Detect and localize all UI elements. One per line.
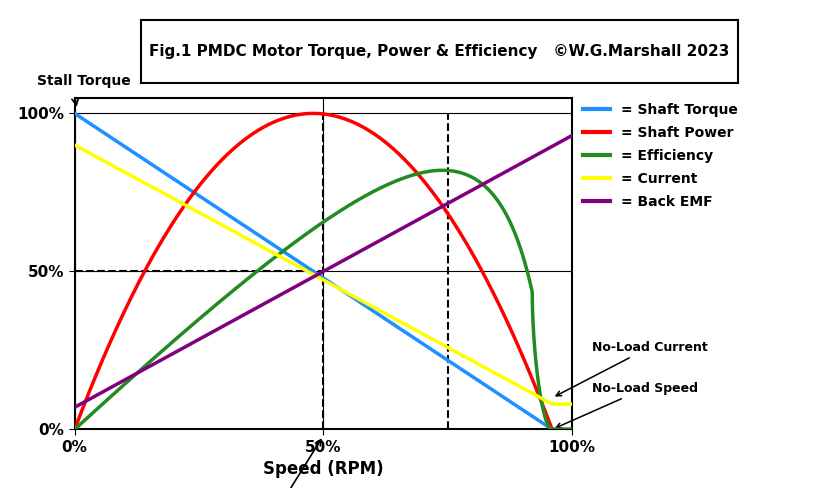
Text: Fig.1 PMDC Motor Torque, Power & Efficiency   ©W.G.Marshall 2023: Fig.1 PMDC Motor Torque, Power & Efficie… <box>149 44 729 59</box>
Text: No-Load Current: No-Load Current <box>556 341 707 396</box>
Text: No-Load Speed: No-Load Speed <box>556 382 697 428</box>
X-axis label: Speed (RPM): Speed (RPM) <box>262 460 383 478</box>
Legend: = Shaft Torque, = Shaft Power, = Efficiency, = Current, = Back EMF: = Shaft Torque, = Shaft Power, = Efficie… <box>576 98 743 215</box>
Text: Best operating point: Best operating point <box>202 440 364 488</box>
Text: Stall Torque: Stall Torque <box>37 74 131 88</box>
